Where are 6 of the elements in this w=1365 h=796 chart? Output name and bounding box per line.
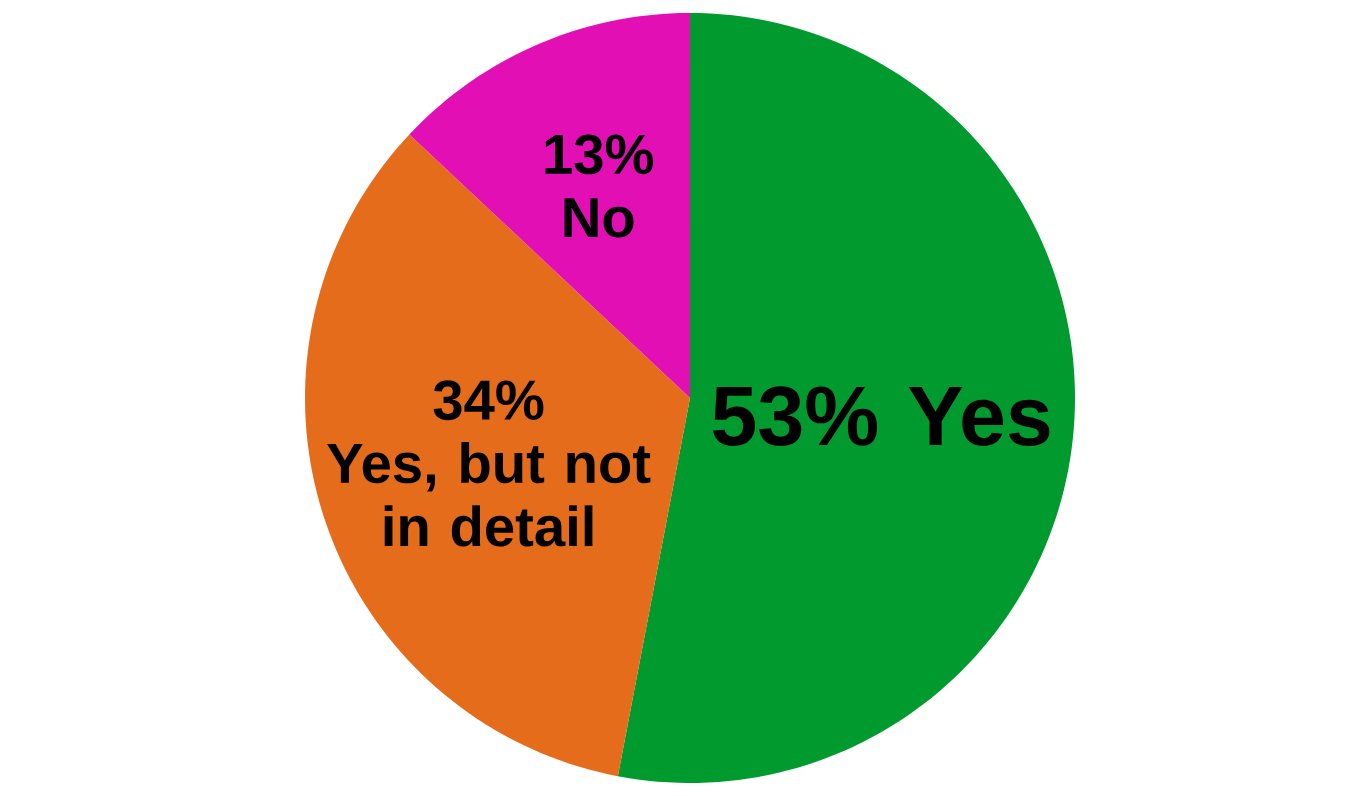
slice-label: Yes, but not in detail xyxy=(327,442,651,547)
data-label: 34% xyxy=(433,380,544,421)
slice-label: No xyxy=(564,198,634,238)
data-label: 53% xyxy=(713,386,878,447)
slice-label: Yes xyxy=(908,387,1050,446)
data-label: 13% xyxy=(545,134,654,175)
